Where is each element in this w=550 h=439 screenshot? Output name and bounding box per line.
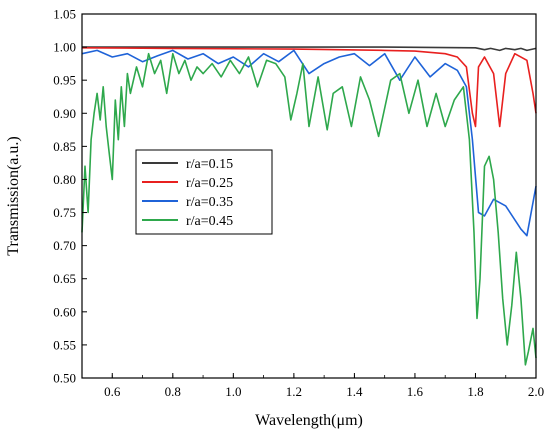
y-tick-label: 0.60	[53, 304, 76, 319]
y-tick-label: 1.00	[53, 40, 76, 55]
y-tick-label: 0.90	[53, 106, 76, 121]
series-line-1	[82, 46, 537, 52]
x-tick-label: 1.2	[286, 384, 302, 399]
y-tick-label: 0.85	[53, 139, 76, 154]
y-tick-label: 0.70	[53, 238, 76, 253]
x-tick-label: 1.0	[225, 384, 241, 399]
legend-label-1: r/a=0.15	[186, 157, 233, 172]
x-tick-label: 1.8	[467, 384, 483, 399]
y-tick-label: 1.05	[53, 7, 76, 22]
x-axis-ticks: 0.6 0.8 1.0 1.2 1.4 1.6 1.8 2.0	[81, 373, 544, 399]
series-line-2	[81, 47, 537, 128]
y-tick-label: 0.65	[53, 271, 76, 286]
y-tick-label: 0.50	[53, 371, 76, 386]
x-tick-label: 2.0	[528, 384, 544, 399]
x-axis-title: Wavelength(μm)	[255, 412, 363, 429]
series-line-4	[81, 52, 537, 366]
plot-frame	[81, 13, 537, 379]
x-tick-label: 1.4	[346, 384, 363, 399]
legend-label-3: r/a=0.35	[186, 195, 233, 210]
y-axis-ticks: 0.50 0.55 0.60 0.65 0.70 0.75 0.80 0.85 0.90 0.95…	[53, 7, 87, 386]
series-line-3	[81, 49, 537, 237]
y-tick-label: 0.55	[53, 337, 76, 352]
y-tick-label: 0.80	[53, 172, 76, 187]
legend-label-2: r/a=0.25	[186, 176, 233, 191]
x-tick-label: 1.6	[407, 384, 424, 399]
x-tick-label: 0.6	[104, 384, 121, 399]
y-tick-label: 0.75	[53, 205, 76, 220]
y-tick-label: 0.95	[53, 73, 76, 88]
x-tick-label: 0.8	[165, 384, 181, 399]
y-axis-title: Transmission(a.u.)	[5, 136, 22, 255]
plot-series-layer	[81, 46, 537, 366]
legend: r/a=0.15 r/a=0.25 r/a=0.35 r/a=0.45	[135, 149, 273, 235]
legend-label-4: r/a=0.45	[186, 214, 233, 229]
